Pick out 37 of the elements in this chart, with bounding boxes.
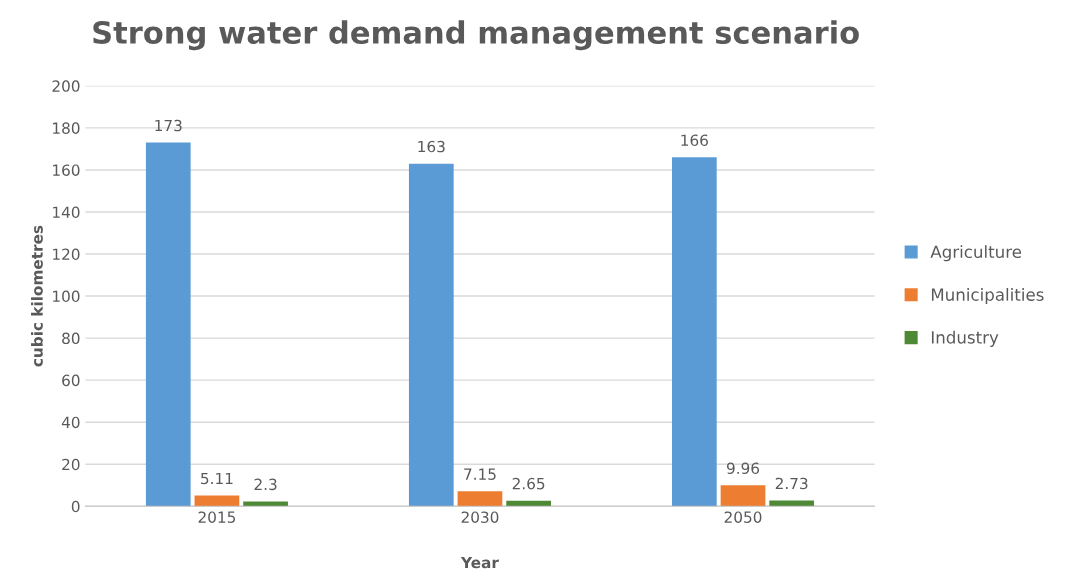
y-tick-label: 0 <box>71 500 80 513</box>
data-label: 5.11 <box>201 472 233 485</box>
x-tick-label: 2030 <box>461 511 499 523</box>
bar <box>506 500 551 507</box>
y-tick-label: 200 <box>52 80 80 92</box>
data-label: 173 <box>155 119 182 132</box>
y-tick-label: 60 <box>62 374 80 387</box>
data-label: 2.65 <box>512 477 545 490</box>
data-label: 7.15 <box>464 468 496 480</box>
bar <box>194 495 240 507</box>
x-tick-label: 2015 <box>198 511 236 523</box>
data-label: 163 <box>418 140 445 153</box>
legend-label: Agriculture <box>930 245 1022 262</box>
y-tick-label: 140 <box>53 206 80 218</box>
legend-label: Municipalities <box>931 287 1044 305</box>
y-axis-title: cubic kilometres <box>31 225 43 367</box>
bar <box>408 163 454 507</box>
bar <box>720 485 766 507</box>
y-tick-label: 180 <box>53 122 80 134</box>
y-tick-label: 100 <box>53 290 80 303</box>
bar <box>671 157 717 507</box>
y-tick-label: 80 <box>62 332 80 345</box>
bar <box>243 501 288 507</box>
data-label: 2.73 <box>775 477 808 490</box>
data-label: 2.3 <box>254 478 277 491</box>
y-tick-label: 40 <box>61 416 80 429</box>
data-label: 9.96 <box>726 462 760 475</box>
x-tick-label: 2050 <box>724 511 762 523</box>
legend-label: Industry <box>931 330 999 347</box>
bar <box>457 491 503 507</box>
chart-title: Strong water demand management scenario <box>93 20 859 51</box>
x-axis-title: Year <box>460 556 499 569</box>
y-tick-label: 160 <box>53 164 80 176</box>
y-tick-label: 20 <box>62 458 80 471</box>
data-label: 166 <box>681 134 708 147</box>
bar <box>145 142 191 507</box>
y-tick-label: 120 <box>53 248 80 261</box>
